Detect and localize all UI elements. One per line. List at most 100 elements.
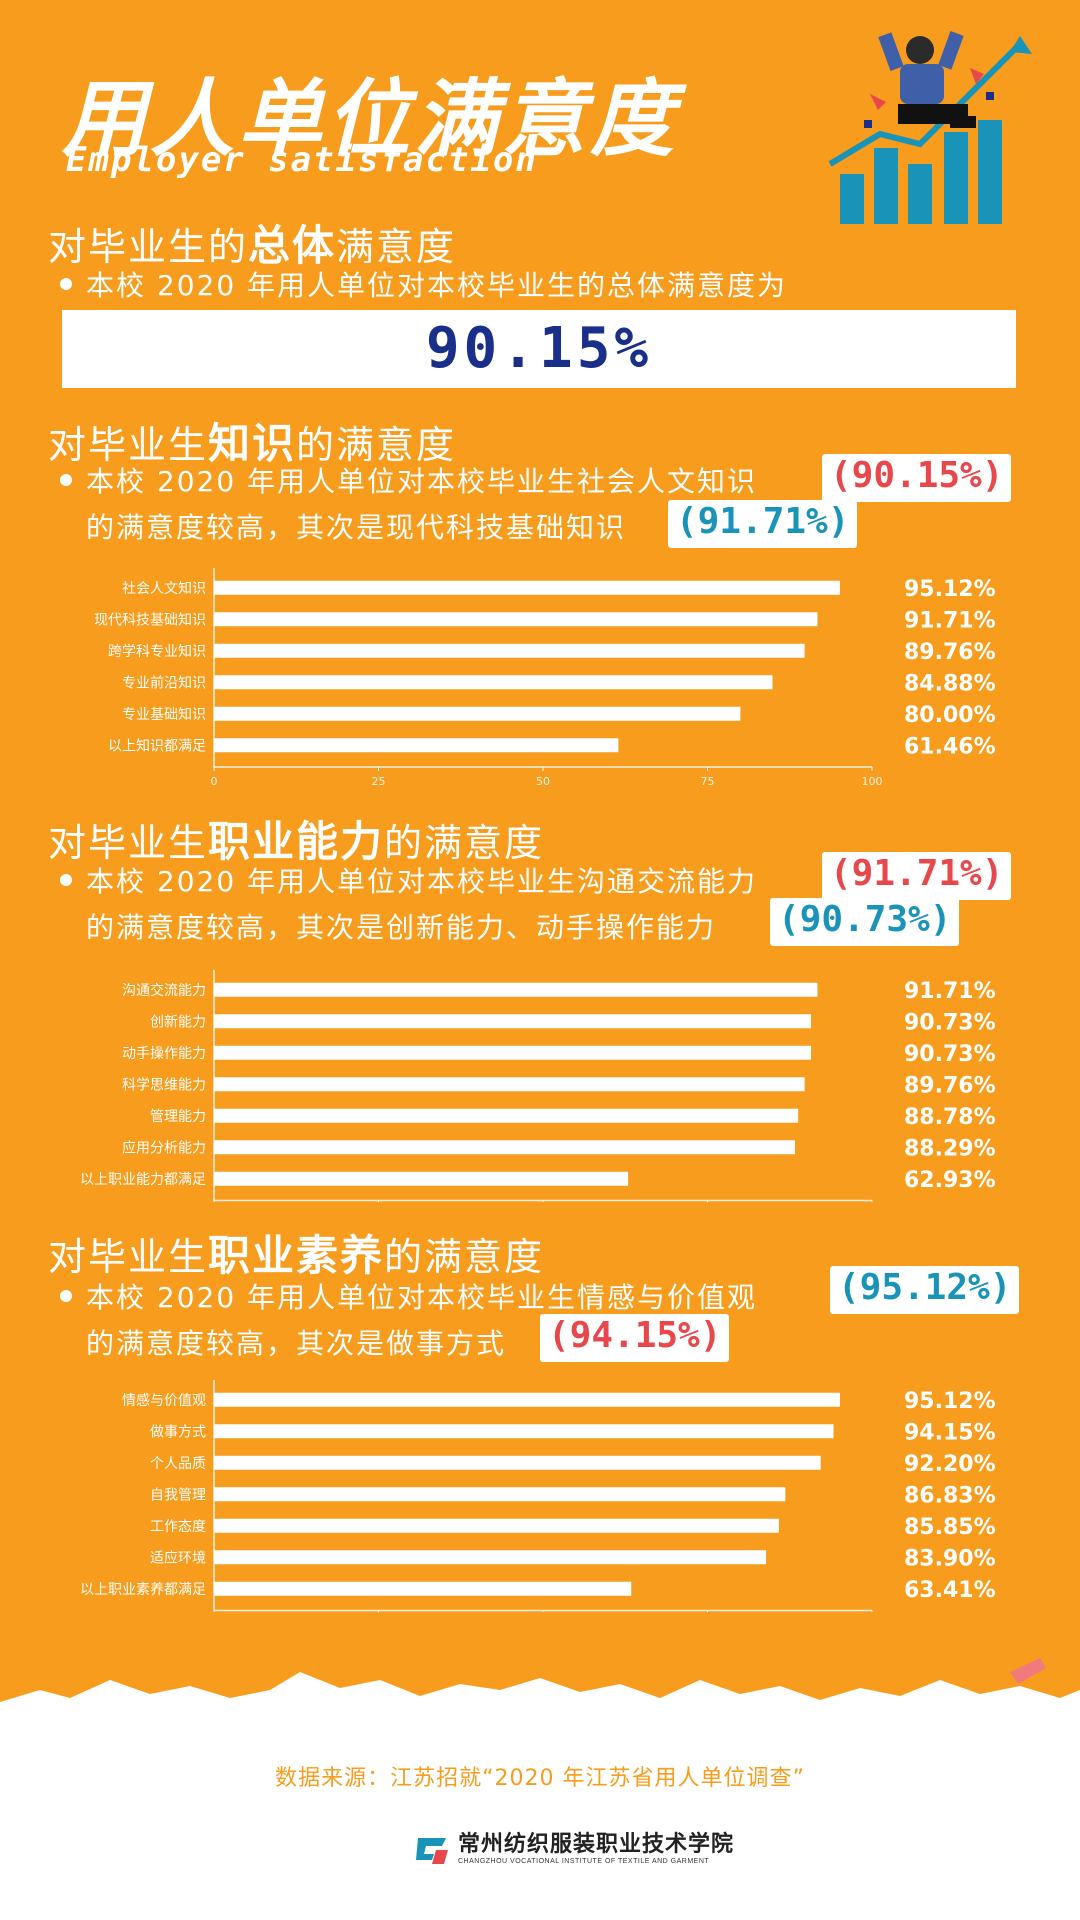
category-label: 个人品质 [150,1456,206,1472]
data-label: 95.12% [904,577,996,602]
bar [214,1455,821,1470]
quality-badge-1: (95.12%) [830,1266,1020,1314]
category-label: 做事方式 [150,1424,206,1440]
bullet-dot-icon [60,278,72,290]
category-label: 专业基础知识 [122,706,206,723]
ability-heading-em: 职业能力 [208,817,385,866]
knowledge-heading-post: 的满意度 [296,423,457,467]
tick-label: 50 [536,775,550,788]
bar [214,706,741,721]
quality-heading-pre: 对毕业生 [48,1235,209,1279]
quality-chart: 情感与价值观 95.12% 做事方式 94.15% 个人品质 92.20% 自我管理 86.8… [0,1372,1080,1632]
bar [214,982,818,997]
knowledge-bullet-1-text: 本校 2020 年用人单位对本校毕业生社会人文知识 [86,465,758,498]
knowledge-heading-em: 知识 [208,419,297,468]
bar [214,643,805,658]
bar [214,1518,779,1533]
bar-chart-svg: 情感与价值观 95.12% 做事方式 94.15% 个人品质 92.20% 自我管理 86.8… [80,1380,996,1632]
quality-heading-em: 职业素养 [208,1231,385,1280]
ability-heading-post: 的满意度 [384,821,545,865]
overall-heading-em: 总体 [248,221,337,270]
category-label: 管理能力 [150,1109,206,1125]
data-label: 92.20% [904,1452,996,1477]
quality-bullet-1-text: 本校 2020 年用人单位对本校毕业生情感与价值观 [86,1281,758,1314]
knowledge-badge-1: (90.15%) [822,454,1012,502]
knowledge-bullet-2: 的满意度较高，其次是现代科技基础知识 [86,511,627,544]
bar [214,1171,629,1186]
logo-english-name: CHANGZHOU VOCATIONAL INSTITUTE OF TEXTIL… [458,1858,710,1865]
data-label: 80.00% [904,703,996,728]
bullet-dot-icon [60,874,72,886]
bullet-dot-icon [60,1290,72,1302]
data-label: 85.85% [904,1515,996,1540]
bar [214,1550,767,1565]
category-label: 沟通交流能力 [122,982,206,999]
data-label: 84.88% [904,671,996,696]
category-label: 科学思维能力 [122,1077,206,1093]
logo-chinese-name: 常州纺织服装职业技术学院 [458,1831,735,1857]
torn-paper-edge [0,1658,1080,1770]
data-label: 95.12% [904,1389,996,1414]
quality-heading-post: 的满意度 [384,1235,545,1279]
bar [214,1392,840,1407]
data-label: 88.78% [904,1105,996,1130]
tick-label: 0 [211,775,218,788]
overall-bullet: 本校 2020 年用人单位对本校毕业生的总体满意度为 [60,264,787,304]
ability-bullet-1-text: 本校 2020 年用人单位对本校毕业生沟通交流能力 [86,865,758,898]
category-label: 以上职业能力都满足 [80,1172,206,1188]
knowledge-heading: 对毕业生知识的满意度 [48,410,456,471]
bar [214,1077,805,1092]
overall-heading-pre: 对毕业生的 [48,225,249,269]
knowledge-bullet-1: 本校 2020 年用人单位对本校毕业生社会人文知识 [60,460,757,500]
overall-bullet-text: 本校 2020 年用人单位对本校毕业生的总体满意度为 [86,269,788,302]
quality-badge-2: (94.15%) [540,1314,730,1362]
data-label: 86.83% [904,1483,996,1508]
category-label: 跨学科专业知识 [108,643,206,660]
category-label: 专业前沿知识 [122,674,206,691]
data-label: 91.71% [904,608,996,633]
pink-brush-stroke [1010,1658,1046,1684]
bar [214,738,619,753]
tick-label: 100 [862,775,883,788]
tick-label: 75 [701,775,715,788]
data-label: 63.41% [904,1578,996,1603]
data-label: 62.93% [904,1168,996,1193]
quality-bullet-1: 本校 2020 年用人单位对本校毕业生情感与价值观 [60,1276,757,1316]
bar [214,1424,834,1439]
data-source: 数据来源：江苏招就“2020 年江苏省用人单位调查” [275,1766,805,1791]
data-label: 89.76% [904,1073,996,1098]
page-title: 用人单位满意度 [62,70,679,168]
bullet-dot-icon [60,474,72,486]
quality-bullet-2: 的满意度较高，其次是做事方式 [86,1327,507,1360]
category-label: 现代科技基础知识 [94,611,206,628]
category-label: 动手操作能力 [122,1046,206,1062]
bar [214,1014,812,1029]
bar-chart-svg: 沟通交流能力 91.71% 创新能力 90.73% 动手操作能力 90.73% 科学思维能力… [80,970,996,1222]
data-label: 91.71% [904,979,996,1004]
data-label: 83.90% [904,1546,996,1571]
data-label: 90.73% [904,1010,996,1035]
category-label: 应用分析能力 [122,1139,206,1156]
data-label: 61.46% [904,734,996,759]
bar [214,1140,795,1155]
category-label: 适应环境 [150,1549,206,1566]
overall-heading: 对毕业生的总体满意度 [48,212,456,273]
bar [214,1108,799,1123]
person-riding-rising-bar-chart-icon [828,31,1032,224]
category-label: 社会人文知识 [122,580,206,597]
ability-chart: 沟通交流能力 91.71% 创新能力 90.73% 动手操作能力 90.73% 科学思维能力… [0,962,1080,1222]
ability-bullet-1: 本校 2020 年用人单位对本校毕业生沟通交流能力 [60,860,757,900]
bar [214,612,818,627]
quality-heading: 对毕业生职业素养的满意度 [48,1222,544,1283]
category-label: 工作态度 [150,1519,206,1535]
overall-heading-post: 满意度 [336,225,457,269]
ability-heading: 对毕业生职业能力的满意度 [48,808,544,869]
overall-value-box: 90.15% [62,310,1016,388]
bar [214,1487,786,1502]
bar [214,580,840,595]
ability-heading-pre: 对毕业生 [48,821,209,865]
tick-label: 25 [372,775,386,788]
knowledge-badge-2: (91.71%) [668,500,858,548]
bar [214,675,773,690]
